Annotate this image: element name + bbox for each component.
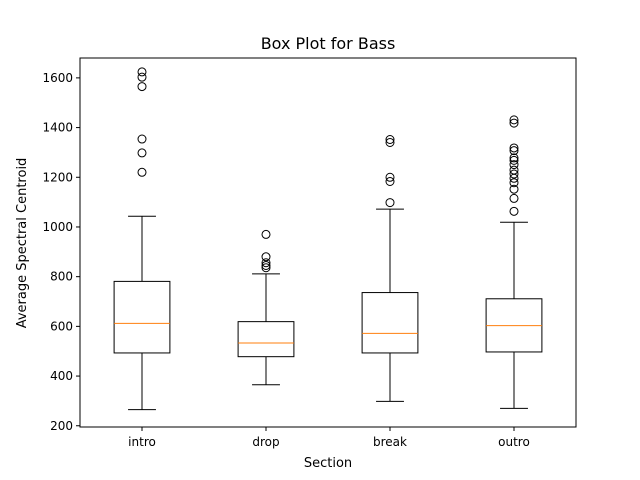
outlier-point (137, 148, 147, 158)
outlier-point (509, 160, 519, 170)
x-tick-label: break (373, 435, 407, 449)
outlier-point (137, 72, 147, 82)
y-tick-label: 200 (50, 419, 73, 433)
x-tick-label: outro (498, 435, 530, 449)
box-intro (113, 67, 171, 411)
outlier-point (385, 137, 395, 147)
y-tick-label: 1400 (42, 121, 73, 135)
x-tick-label: intro (128, 435, 156, 449)
chart-title: Box Plot for Bass (261, 34, 396, 53)
iqr-box (361, 292, 419, 354)
outlier-point (509, 143, 519, 153)
y-tick-label: 1600 (42, 71, 73, 85)
outlier-point (261, 263, 271, 273)
outlier-point (385, 176, 395, 186)
box-outro (485, 115, 543, 409)
outlier-point (509, 184, 519, 194)
y-tick-label: 1200 (42, 170, 73, 184)
iqr-box (237, 321, 295, 358)
outlier-point (385, 172, 395, 182)
outlier-point (509, 146, 519, 156)
outlier-point (509, 178, 519, 188)
outlier-point (509, 155, 519, 165)
plot-area (113, 67, 543, 411)
axes: 200 400 600 800 1000 1200 1400 1600 intro drop bre… (42, 71, 529, 449)
outlier-point (261, 252, 271, 262)
y-axis-label: Average Spectral Centroid (15, 158, 30, 329)
outlier-point (509, 169, 519, 179)
y-tick-label: 1000 (42, 220, 73, 234)
outlier-point (509, 153, 519, 163)
outlier-point (385, 198, 395, 208)
outlier-point (261, 258, 271, 268)
y-tick-label: 600 (50, 319, 73, 333)
x-tick-label: drop (252, 435, 279, 449)
outlier-point (509, 206, 519, 216)
box-break (361, 135, 419, 402)
y-tick-label: 800 (50, 270, 73, 284)
outlier-point (385, 135, 395, 145)
outlier-point (137, 134, 147, 144)
outlier-point (509, 165, 519, 175)
outlier-point (137, 167, 147, 177)
outlier-point (261, 229, 271, 239)
outlier-point (509, 193, 519, 203)
box-drop (237, 229, 295, 386)
x-axis-label: Section (304, 456, 352, 471)
outlier-point (509, 118, 519, 128)
outlier-point (261, 260, 271, 270)
outlier-point (137, 82, 147, 92)
iqr-box (113, 280, 171, 354)
outlier-point (509, 115, 519, 125)
outlier-point (137, 67, 147, 77)
plot-frame (79, 57, 577, 428)
y-tick-label: 400 (50, 369, 73, 383)
